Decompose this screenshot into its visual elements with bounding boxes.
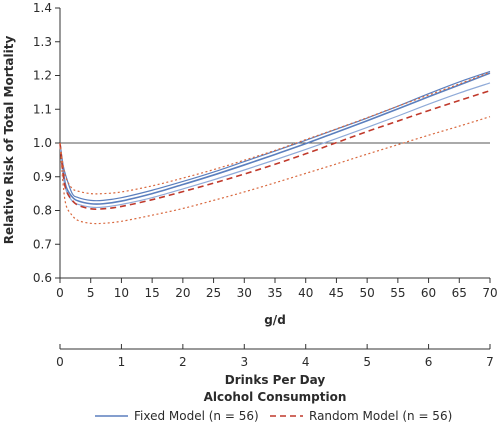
x-tick-label: 70 bbox=[482, 286, 497, 300]
x-tick-label: 5 bbox=[87, 286, 95, 300]
x-tick-label: 0 bbox=[56, 286, 64, 300]
x-tick-label: 15 bbox=[145, 286, 160, 300]
series-ci-lower-5-line bbox=[59, 116, 491, 225]
secondary-x-axis-title: Alcohol Consumption bbox=[204, 390, 347, 404]
y-tick-label: 1.3 bbox=[33, 35, 52, 49]
y-axis-label: Relative Risk of Total Mortality bbox=[2, 36, 16, 245]
secondary-x-tick-label: 4 bbox=[302, 355, 310, 369]
y-tick-label: 0.8 bbox=[33, 204, 52, 218]
x-tick-label: 30 bbox=[237, 286, 252, 300]
x-tick-label: 40 bbox=[298, 286, 313, 300]
x-tick-label: 55 bbox=[390, 286, 405, 300]
series-ci-upper-4-line bbox=[59, 71, 491, 195]
y-tick-label: 1.1 bbox=[33, 102, 52, 116]
secondary-x-tick-label: 5 bbox=[363, 355, 371, 369]
series-ci-upper-1-line bbox=[59, 70, 491, 202]
y-tick-label: 0.7 bbox=[33, 237, 52, 251]
legend: Fixed Model (n = 56) Random Model (n = 56… bbox=[95, 409, 452, 423]
secondary-x-tick-label: 1 bbox=[118, 355, 126, 369]
y-tick-label: 1.2 bbox=[33, 69, 52, 83]
secondary-x-tick-label: 3 bbox=[240, 355, 248, 369]
secondary-x-tick-label: 6 bbox=[425, 355, 433, 369]
y-tick-label: 0.9 bbox=[33, 170, 52, 184]
series-ci-lower-2-line bbox=[59, 82, 491, 209]
secondary-x-tick-label: 7 bbox=[486, 355, 494, 369]
x-tick-label: 65 bbox=[452, 286, 467, 300]
x-tick-label: 10 bbox=[114, 286, 129, 300]
legend-label: Fixed Model (n = 56) bbox=[134, 409, 259, 423]
secondary-x-tick-label: 2 bbox=[179, 355, 187, 369]
secondary-x-axis-label: Drinks Per Day bbox=[225, 373, 326, 387]
x-tick-label: 50 bbox=[360, 286, 375, 300]
text-layer: Relative Risk of Total Mortality g/d Dri… bbox=[2, 1, 498, 404]
x-tick-label: 20 bbox=[175, 286, 190, 300]
axes-layer bbox=[55, 7, 491, 350]
secondary-x-tick-label: 0 bbox=[56, 355, 64, 369]
y-tick-label: 1.0 bbox=[33, 136, 52, 150]
series-layer bbox=[59, 70, 491, 225]
x-tick-label: 25 bbox=[206, 286, 221, 300]
x-tick-label: 60 bbox=[421, 286, 436, 300]
x-axis-label: g/d bbox=[264, 313, 286, 327]
y-tick-label: 1.4 bbox=[33, 1, 52, 15]
series-fixed-estimate-line bbox=[59, 72, 491, 205]
x-tick-label: 45 bbox=[329, 286, 344, 300]
y-tick-label: 0.6 bbox=[33, 271, 52, 285]
legend-label: Random Model (n = 56) bbox=[309, 409, 452, 423]
series-random-estimate-line bbox=[59, 89, 491, 210]
x-tick-label: 35 bbox=[267, 286, 282, 300]
